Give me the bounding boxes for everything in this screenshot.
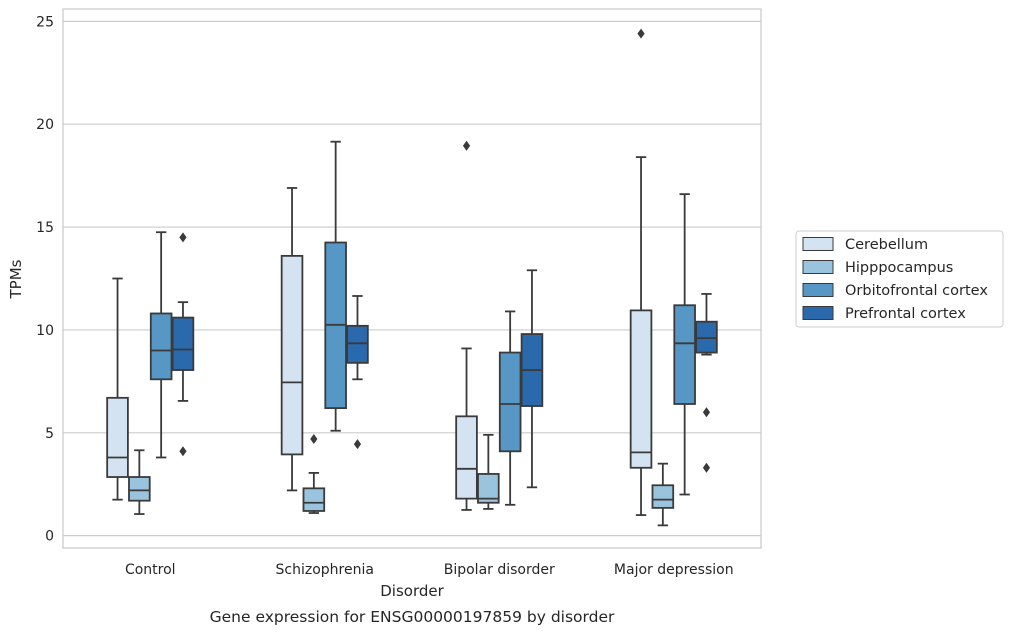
legend-label-2: Orbitofrontal cortex <box>845 283 988 299</box>
outlier-0 <box>702 407 711 418</box>
y-tick-label-2: 10 <box>36 323 54 339</box>
outlier-0 <box>353 439 362 450</box>
y-tick-labels: 0 5 10 15 20 25 <box>36 14 54 544</box>
chart-caption: Gene expression for ENSG00000197859 by d… <box>210 608 615 626</box>
outlier-0 <box>179 232 187 243</box>
box-0-1 <box>128 449 151 515</box>
box-iqr <box>171 316 195 371</box>
box-1-2 <box>324 140 347 432</box>
box-3-1 <box>651 462 675 527</box>
x-tick-label-1: Schizophrenia <box>276 562 374 578</box>
outlier-0 <box>462 140 471 151</box>
box-iqr <box>629 309 653 469</box>
legend: Cerebellum Hipppocampus Orbitofrontal cort… <box>795 230 1004 328</box>
legend-swatch-2 <box>802 283 834 297</box>
box-1-3 <box>346 295 369 450</box>
y-tick-label-0: 0 <box>45 529 54 545</box>
box-0-3 <box>171 232 195 457</box>
y-tick-label-4: 20 <box>36 117 54 133</box>
y-tick-label-5: 25 <box>36 14 54 30</box>
box-2-0 <box>455 140 478 511</box>
box-3-3 <box>695 293 718 473</box>
box-iqr <box>346 324 369 364</box>
box-iqr <box>302 487 326 512</box>
outlier-0 <box>637 28 645 39</box>
box-0-2 <box>149 231 173 459</box>
box-iqr <box>695 320 718 354</box>
legend-swatch-1 <box>802 260 834 274</box>
box-iqr <box>149 312 173 381</box>
legend-swatch-0 <box>802 237 834 251</box>
gridlines <box>63 20 761 537</box>
outlier-1 <box>179 446 187 457</box>
box-0-0 <box>106 277 129 501</box>
box-iqr <box>106 396 129 478</box>
box-iqr <box>498 351 522 453</box>
box-iqr <box>651 484 675 509</box>
box-3-2 <box>673 193 696 496</box>
y-tick-label-1: 5 <box>45 426 54 442</box>
legend-swatch-3 <box>802 306 834 320</box>
box-2-3 <box>520 269 544 489</box>
box-iqr <box>280 254 304 456</box>
x-tick-label-0: Control <box>125 562 176 578</box>
box-iqr <box>673 304 696 405</box>
box-1-1 <box>302 433 326 514</box>
outlier-0 <box>310 433 318 444</box>
outlier-1 <box>702 462 711 473</box>
legend-frame <box>795 230 1004 328</box>
box-1-0 <box>280 187 304 492</box>
legend-label-0: Cerebellum <box>845 237 928 253</box>
box-2-2 <box>498 310 522 506</box>
y-tick-label-3: 15 <box>36 220 54 236</box>
legend-label-1: Hipppocampus <box>845 260 953 276</box>
box-3-0 <box>629 28 653 516</box>
y-axis-label: TPMs <box>7 259 25 299</box>
box-iqr <box>128 476 151 502</box>
x-tick-label-2: Bipolar disorder <box>444 562 555 578</box>
x-tick-label-3: Major depression <box>614 562 734 578</box>
x-axis-label: Disorder <box>380 582 444 600</box>
box-2-1 <box>477 433 500 510</box>
x-tick-labels: Control Schizophrenia Bipolar disorder Majo… <box>125 562 734 578</box>
legend-label-3: Prefrontal cortex <box>845 306 966 322</box>
box-iqr <box>477 473 500 504</box>
plot-frame <box>62 8 762 549</box>
box-series <box>106 28 718 527</box>
box-iqr <box>455 415 478 500</box>
